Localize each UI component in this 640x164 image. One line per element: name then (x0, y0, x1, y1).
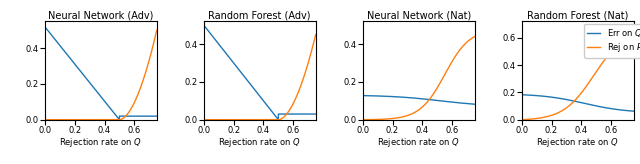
X-axis label: Rejection rate on $Q$: Rejection rate on $Q$ (378, 136, 460, 149)
X-axis label: Rejection rate on $Q$: Rejection rate on $Q$ (60, 136, 142, 149)
X-axis label: Rejection rate on $Q$: Rejection rate on $Q$ (536, 136, 619, 149)
X-axis label: Rejection rate on $Q$: Rejection rate on $Q$ (218, 136, 301, 149)
Title: Neural Network (Adv): Neural Network (Adv) (48, 10, 154, 20)
Title: Neural Network (Nat): Neural Network (Nat) (367, 10, 471, 20)
Title: Random Forest (Adv): Random Forest (Adv) (209, 10, 311, 20)
Title: Random Forest (Nat): Random Forest (Nat) (527, 10, 628, 20)
Legend: Err on $Q$, Rej on $P$: Err on $Q$, Rej on $P$ (584, 23, 640, 58)
